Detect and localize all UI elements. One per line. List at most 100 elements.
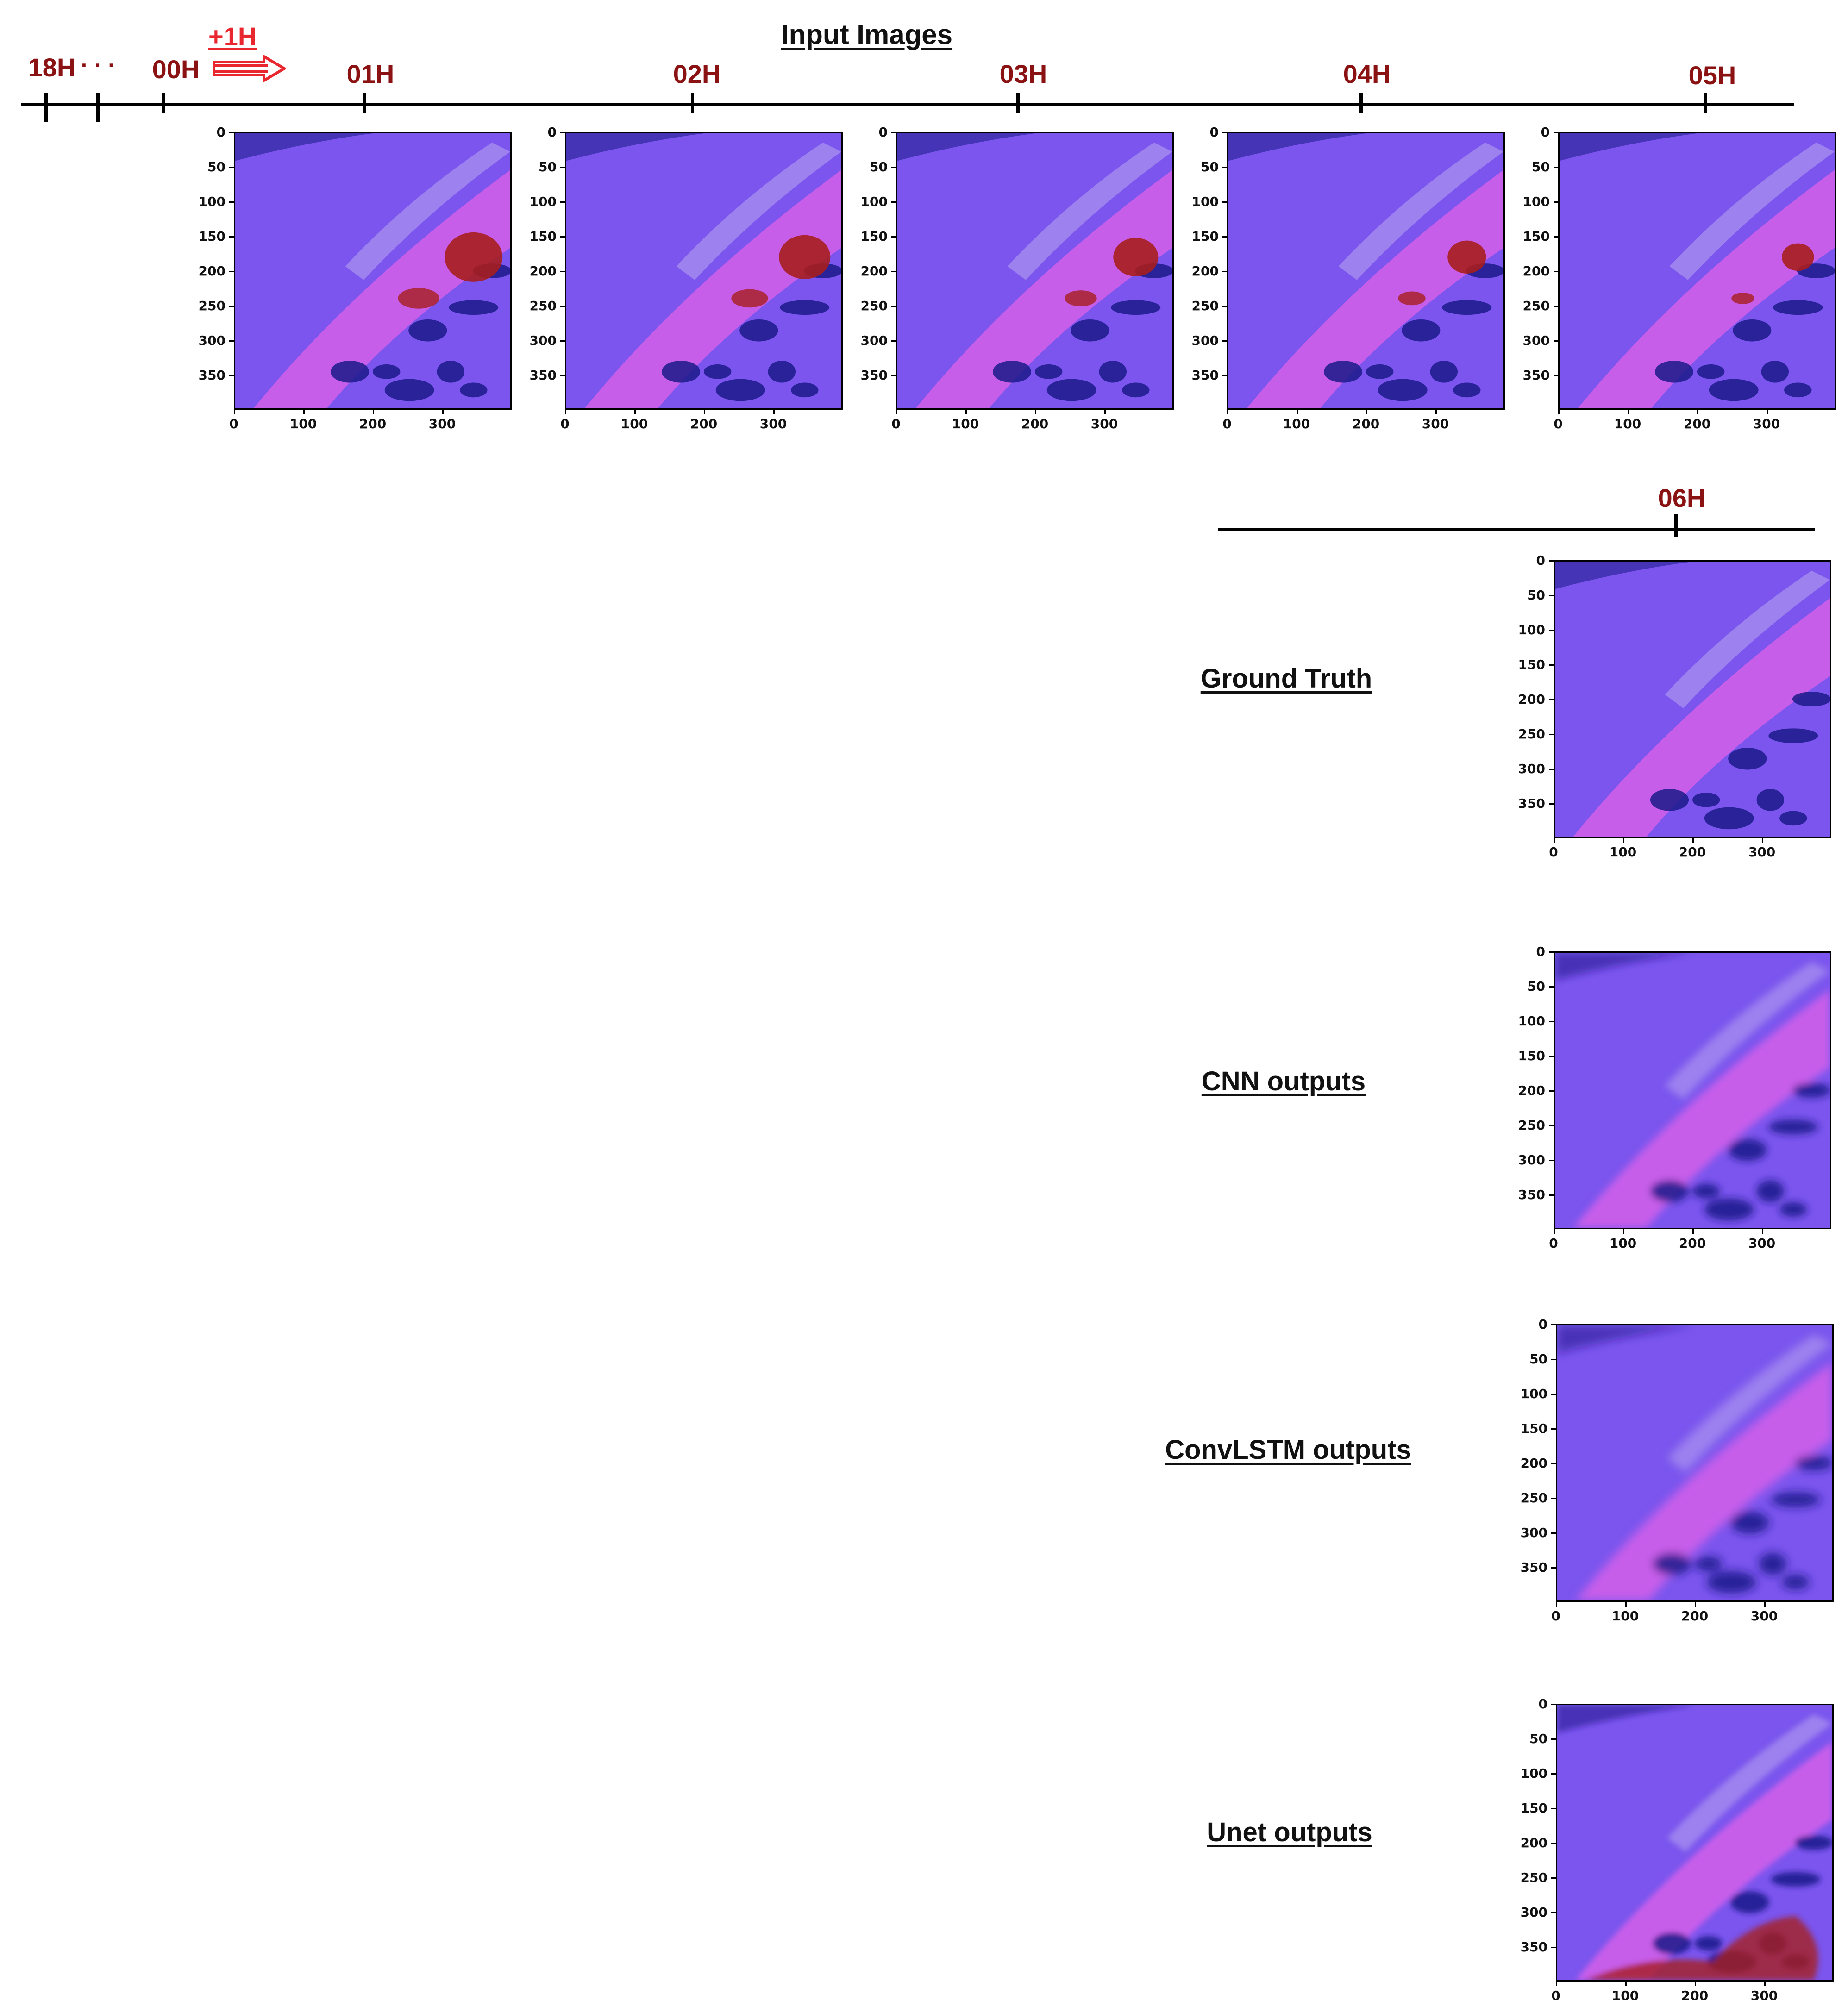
y-tick-mark xyxy=(1549,1125,1554,1126)
y-tick-label: 300 xyxy=(529,333,557,348)
y-tick-label: 200 xyxy=(1520,1456,1547,1471)
row-label-unet: Unet outputs xyxy=(1207,1817,1372,1847)
y-tick-label: 250 xyxy=(1522,298,1550,313)
y-tick-label: 0 xyxy=(1209,125,1219,140)
y-tick-label: 0 xyxy=(216,125,226,140)
x-tick-mark xyxy=(965,410,967,414)
x-tick-label: 300 xyxy=(1748,1236,1776,1251)
y-tick-mark xyxy=(891,201,896,203)
y-tick-label: 350 xyxy=(529,368,557,383)
tick-05h xyxy=(1704,93,1707,113)
y-tick-mark xyxy=(1222,236,1227,238)
y-tick-mark xyxy=(229,132,234,133)
x-tick-label: 100 xyxy=(1614,416,1641,431)
right-arrow-icon xyxy=(213,55,286,82)
x-tick-label: 200 xyxy=(1683,416,1711,431)
x-tick-label: 300 xyxy=(1422,416,1449,431)
y-tick-mark xyxy=(229,340,234,342)
y-tick-mark xyxy=(1551,1532,1556,1534)
x-tick-mark xyxy=(303,410,305,414)
x-tick-label: 100 xyxy=(620,416,648,431)
y-tick-label: 100 xyxy=(1522,194,1550,209)
y-tick-mark xyxy=(1551,1359,1556,1360)
tick-04h xyxy=(1359,93,1363,113)
row-label-convlstm: ConvLSTM outputs xyxy=(1165,1435,1411,1465)
y-tick-mark xyxy=(1554,306,1558,307)
y-tick-mark xyxy=(229,375,234,376)
y-tick-label: 100 xyxy=(860,194,888,209)
y-tick-mark xyxy=(229,167,234,168)
y-tick-label: 100 xyxy=(529,194,557,209)
tick-06h xyxy=(1674,514,1678,537)
x-tick-mark xyxy=(1767,410,1768,414)
x-tick-label: 300 xyxy=(428,416,456,431)
y-tick-label: 50 xyxy=(1529,1351,1547,1367)
step-label: +1H xyxy=(208,22,257,51)
y-tick-mark xyxy=(560,271,565,272)
y-tick-mark xyxy=(1549,560,1554,562)
y-tick-label: 0 xyxy=(1536,553,1545,568)
x-tick-mark xyxy=(704,410,705,414)
x-tick-mark xyxy=(1558,410,1560,414)
x-tick-label: 300 xyxy=(1748,844,1776,860)
y-tick-label: 350 xyxy=(198,368,226,383)
y-tick-mark xyxy=(229,271,234,272)
hour-label-02h: 02H xyxy=(673,59,721,88)
x-tick-label: 200 xyxy=(1679,1236,1706,1251)
x-tick-label: 0 xyxy=(1222,416,1232,431)
y-tick-label: 300 xyxy=(1518,761,1545,776)
cnn-output-panel-image xyxy=(1554,951,1831,1229)
y-tick-mark xyxy=(1549,769,1554,770)
y-tick-label: 100 xyxy=(1191,194,1219,209)
y-tick-label: 200 xyxy=(198,263,226,279)
y-tick-label: 350 xyxy=(1191,368,1219,383)
x-tick-label: 100 xyxy=(289,416,317,431)
x-tick-mark xyxy=(1623,838,1624,843)
x-tick-label: 0 xyxy=(560,416,570,431)
y-tick-label: 0 xyxy=(878,125,888,140)
y-tick-label: 100 xyxy=(1520,1386,1547,1401)
x-tick-mark xyxy=(773,410,775,414)
hour-label-01h: 01H xyxy=(346,59,395,88)
y-tick-mark xyxy=(1551,1947,1556,1948)
y-tick-label: 300 xyxy=(1191,333,1219,348)
y-tick-mark xyxy=(560,236,565,238)
input-images-title: Input Images xyxy=(781,19,953,50)
y-tick-mark xyxy=(1549,1090,1554,1092)
x-tick-label: 300 xyxy=(1750,1988,1778,2003)
hour-label-00h: 00H xyxy=(152,55,200,84)
y-tick-mark xyxy=(560,306,565,307)
y-tick-mark xyxy=(891,132,896,133)
hour-label-03h: 03H xyxy=(999,59,1047,88)
y-tick-label: 250 xyxy=(529,298,557,313)
x-tick-label: 100 xyxy=(1611,1608,1639,1624)
y-tick-label: 150 xyxy=(1518,1048,1545,1063)
y-tick-label: 300 xyxy=(198,333,226,348)
y-tick-mark xyxy=(560,201,565,203)
x-tick-mark xyxy=(373,410,374,414)
y-tick-label: 150 xyxy=(1520,1800,1547,1816)
y-tick-label: 150 xyxy=(198,229,226,244)
y-tick-label: 100 xyxy=(1518,1013,1545,1029)
x-tick-label: 300 xyxy=(1753,416,1780,431)
hour-label-dots: · · · xyxy=(81,53,116,78)
x-tick-label: 0 xyxy=(1551,1988,1560,2003)
x-tick-mark xyxy=(1104,410,1106,414)
y-tick-label: 350 xyxy=(1520,1939,1547,1955)
y-tick-mark xyxy=(891,340,896,342)
y-tick-mark xyxy=(1549,734,1554,735)
y-tick-label: 200 xyxy=(1518,1083,1545,1098)
y-tick-label: 100 xyxy=(1518,622,1545,638)
x-tick-mark xyxy=(1764,1602,1766,1607)
tick-00h xyxy=(162,93,165,113)
y-tick-label: 250 xyxy=(1518,1118,1545,1133)
y-tick-label: 250 xyxy=(860,298,888,313)
y-tick-mark xyxy=(1551,1843,1556,1844)
y-tick-label: 350 xyxy=(1518,1187,1545,1202)
y-tick-mark xyxy=(891,167,896,168)
y-tick-mark xyxy=(229,306,234,307)
x-tick-mark xyxy=(634,410,636,414)
y-tick-mark xyxy=(1554,340,1558,342)
x-tick-mark xyxy=(1554,838,1555,843)
y-tick-mark xyxy=(1551,1428,1556,1430)
